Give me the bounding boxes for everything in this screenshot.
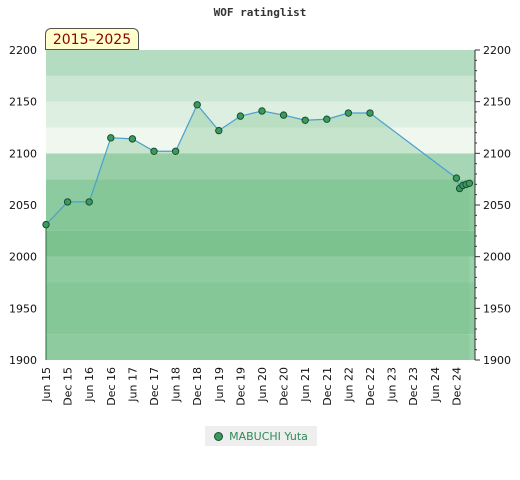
- rating-band: [46, 153, 475, 180]
- rating-band: [46, 101, 475, 128]
- y-tick-label-right: 2050: [483, 199, 511, 212]
- rating-point: [128, 135, 137, 143]
- x-tick-label: Dec 16: [105, 367, 118, 406]
- x-tick-label: Jun 18: [170, 367, 183, 403]
- period-badge: 2015–2025: [45, 28, 139, 50]
- rating-point: [452, 174, 461, 182]
- rating-point: [215, 126, 223, 135]
- rating-point: [107, 134, 115, 142]
- x-tick-label: Dec 24: [450, 367, 463, 406]
- y-tick-label-left: 1900: [9, 354, 37, 367]
- y-tick-label-left: 2150: [9, 96, 37, 109]
- rating-point: [279, 111, 288, 119]
- x-tick-label: Jun 20: [256, 367, 269, 403]
- x-tick-label: Jun 23: [386, 367, 399, 403]
- y-tick-label-left: 2200: [9, 44, 37, 57]
- y-tick-label-left: 2050: [9, 199, 37, 212]
- rating-band: [46, 282, 475, 335]
- rating-point: [171, 147, 180, 155]
- rating-point: [323, 115, 331, 123]
- x-tick-label: Dec 22: [364, 367, 377, 406]
- legend: MABUCHI Yuta: [205, 426, 317, 446]
- rating-point: [150, 147, 158, 155]
- chart-axes: 1900 1900 1950 1950 2000 2000 2050 2050 2100 2100…: [9, 44, 511, 406]
- y-tick-label-left: 1950: [9, 302, 37, 315]
- rating-band: [46, 230, 475, 257]
- y-tick-label-left: 2000: [9, 251, 37, 264]
- rating-point: [366, 109, 374, 117]
- rating-point: [42, 220, 50, 229]
- y-tick-label-right: 1900: [483, 354, 511, 367]
- x-tick-label: Dec 18: [191, 367, 204, 406]
- legend-label: MABUCHI Yuta: [229, 429, 308, 443]
- x-tick-label: Jun 22: [342, 367, 355, 403]
- x-tick-label: Dec 15: [62, 367, 75, 406]
- rating-point: [236, 112, 245, 120]
- rating-markers: [42, 101, 474, 229]
- x-tick-label: Dec 19: [234, 367, 247, 406]
- chart-title: WOF ratinglist: [213, 6, 307, 19]
- rating-band: [46, 179, 475, 205]
- x-tick-label: Dec 20: [278, 367, 291, 406]
- y-tick-label-right: 2000: [483, 251, 511, 264]
- x-tick-label: Jun 16: [83, 367, 96, 403]
- rating-bands: [46, 50, 475, 360]
- x-tick-label: Dec 17: [148, 367, 161, 406]
- legend-marker: [214, 431, 224, 441]
- y-tick-label-right: 1950: [483, 302, 511, 315]
- rating-band: [46, 205, 475, 231]
- rating-band: [46, 50, 475, 76]
- x-tick-label: Dec 23: [407, 367, 420, 406]
- x-tick-label: Jun 21: [299, 367, 312, 403]
- rating-area: [46, 104, 470, 361]
- rating-point: [258, 107, 266, 115]
- rating-band: [46, 256, 475, 283]
- y-tick-label-left: 2100: [9, 147, 37, 160]
- y-tick-label-right: 2100: [483, 147, 511, 160]
- rating-point: [465, 179, 474, 188]
- x-tick-label: Jun 19: [213, 367, 226, 403]
- rating-band: [46, 127, 475, 154]
- rating-point: [301, 116, 309, 124]
- rating-point: [344, 109, 353, 117]
- rating-band: [46, 75, 475, 102]
- x-tick-label: Dec 21: [321, 367, 334, 406]
- rating-band: [46, 334, 475, 360]
- x-tick-label: Jun 15: [40, 367, 53, 403]
- rating-point: [63, 198, 72, 206]
- x-tick-label: Jun 17: [126, 367, 139, 403]
- rating-area-fill: [46, 104, 470, 361]
- y-tick-label-right: 2200: [483, 44, 511, 57]
- rating-point: [85, 198, 93, 206]
- x-tick-label: Jun 24: [429, 367, 442, 403]
- y-tick-label-right: 2150: [483, 96, 511, 109]
- rating-point: [193, 101, 201, 109]
